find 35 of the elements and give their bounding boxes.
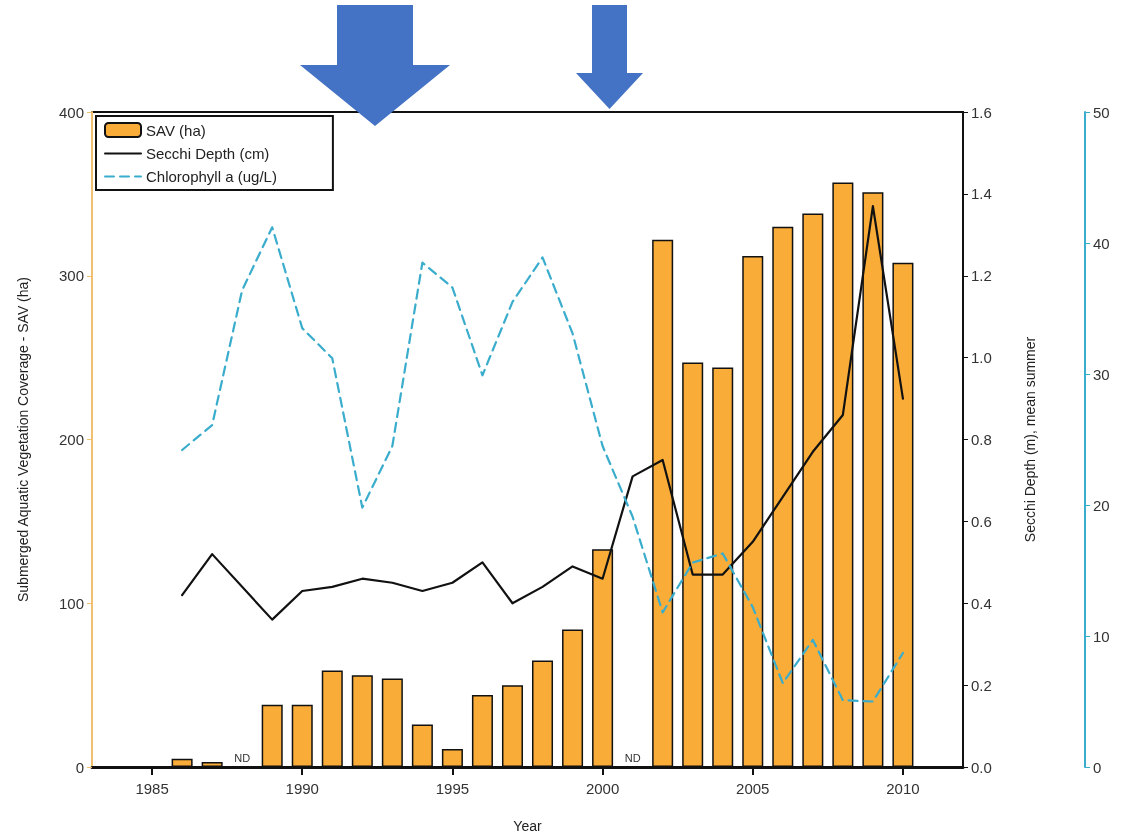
y2-tick-label: 1.0 [971,349,992,367]
y-axis-title: Submerged Aquatic Vegetation Coverage - SAV (ha) [15,276,31,603]
line-series [181,226,905,703]
y2-axis-title: Secchi Depth (m), mean summer [1022,336,1038,543]
y-tick-label: 300 [58,267,84,285]
y2-tick-label: 1.2 [971,267,992,285]
y3-tick-label: 0 [1093,758,1102,776]
x-tick-label: 1985 [135,780,169,797]
legend-label: Secchi Depth (cm) [146,145,270,162]
y-tick-label: 100 [58,594,84,612]
x-tick-label: 2000 [585,780,620,797]
x-tick-label: 1995 [435,780,470,797]
y3-tick-label: 30 [1093,365,1110,383]
y2-tick-label: 0.0 [971,758,992,776]
legend-label: SAV (ha) [146,121,206,139]
y-tick-label: 200 [58,431,84,448]
y2-tick-label: 1.4 [971,185,992,203]
y2-tick-label: 1.6 [971,103,992,121]
y3-tick-label: 40 [1093,234,1110,252]
y2-tick-label: 0.4 [971,594,992,612]
annotation: ND [624,751,641,764]
x-tick-label: 2010 [886,780,920,797]
y3-tick-label: 10 [1093,627,1110,645]
y2-tick-label: 0.2 [971,676,992,694]
y3-tick-label: 50 [1093,103,1110,121]
y2-tick-label: 0.8 [971,431,992,448]
y2-tick-label: 0.6 [971,512,992,530]
x-tick-label: 1990 [285,780,319,797]
y-tick-label: 0 [75,758,84,776]
y-tick-label: 400 [58,103,84,121]
annotation: ND [234,751,251,764]
x-axis-title: Year [513,818,542,834]
legend-label: Chlorophyll a (ug/L) [146,168,277,185]
y3-tick-label: 20 [1093,496,1110,514]
x-tick-label: 2005 [736,780,770,797]
